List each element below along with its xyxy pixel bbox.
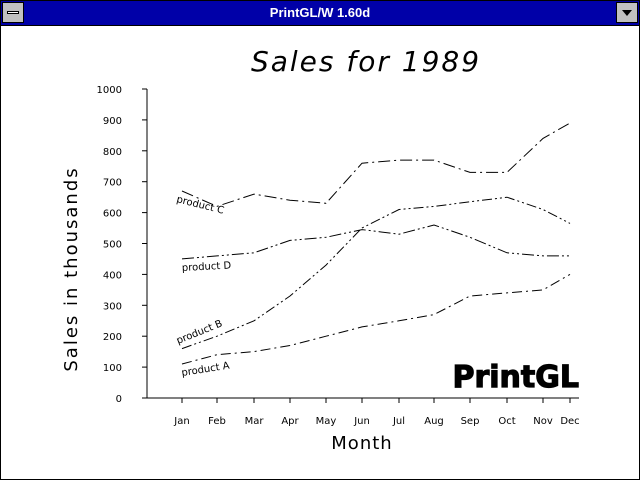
y-axis-label: Sales in thousands xyxy=(61,166,82,371)
down-arrow-glyph xyxy=(622,10,632,16)
y-tick-label: 600 xyxy=(103,209,122,220)
series-line xyxy=(181,196,571,350)
x-tick-label: Nov xyxy=(533,416,553,427)
y-tick-label: 300 xyxy=(103,301,122,312)
y-tick-label: 0 xyxy=(116,394,122,405)
y-tick-label: 100 xyxy=(103,363,122,374)
y-tick-label: 200 xyxy=(103,332,122,343)
title-bar[interactable]: PrintGL/W 1.60d xyxy=(1,1,639,26)
x-tick-label: Dec xyxy=(560,416,579,427)
x-tick-label: Sep xyxy=(461,416,480,427)
series-label: product C xyxy=(175,194,225,216)
x-tick-label: Jun xyxy=(353,416,370,427)
x-tick-label: Feb xyxy=(208,416,226,427)
y-tick-label: 700 xyxy=(103,178,122,189)
system-menu-bar xyxy=(7,11,19,14)
y-tick-label: 400 xyxy=(103,270,122,281)
window-title: PrintGL/W 1.60d xyxy=(269,5,371,20)
chart-title: Sales for 1989 xyxy=(251,45,481,78)
x-tick-label: Oct xyxy=(498,416,515,427)
x-tick-label: Jan xyxy=(173,416,189,427)
x-tick-label: Aug xyxy=(424,416,444,427)
system-menu-icon[interactable] xyxy=(2,2,24,23)
y-tick-label: 1000 xyxy=(97,85,122,96)
x-tick-label: Jul xyxy=(392,416,405,427)
series-label: product A xyxy=(181,360,231,378)
axes: 0 100 200 300 400 500 600 700 800 900 1000 Jan Feb Ma… xyxy=(97,85,580,427)
x-tick-label: Apr xyxy=(281,416,299,427)
x-tick-label: Mar xyxy=(245,416,265,427)
minimize-arrow-icon[interactable] xyxy=(616,2,638,23)
x-axis-label: Month xyxy=(331,433,392,454)
y-tick-label: 800 xyxy=(103,147,122,158)
plot-area: Sales for 1989 Sales in thousands Month … xyxy=(2,26,638,479)
sales-chart: Sales for 1989 Sales in thousands Month … xyxy=(61,45,580,454)
y-tick-label: 500 xyxy=(103,240,122,251)
series-line xyxy=(181,122,571,207)
y-tick-label: 900 xyxy=(103,116,122,127)
printgl-watermark: PrintGL xyxy=(452,360,579,395)
series-label: product D xyxy=(182,260,232,274)
x-tick-label: May xyxy=(316,416,337,427)
series-line xyxy=(181,224,570,260)
series-line xyxy=(181,273,571,365)
